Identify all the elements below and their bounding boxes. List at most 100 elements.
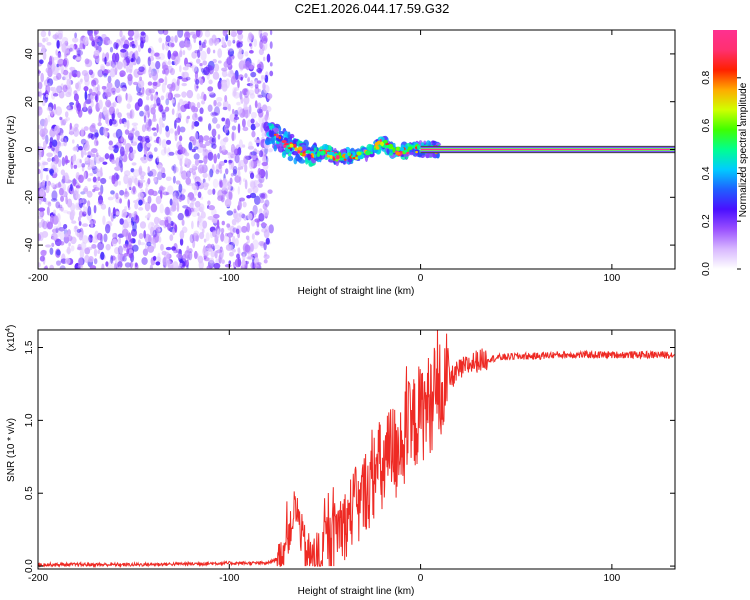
spectrogram-cell bbox=[238, 60, 246, 70]
spectrogram-cell bbox=[227, 49, 231, 56]
spectrogram-cell bbox=[155, 195, 162, 205]
spectrogram-cell bbox=[97, 249, 101, 254]
spectrogram-cell bbox=[130, 141, 138, 146]
spectrogram-cell bbox=[106, 82, 113, 89]
spectrogram-cell bbox=[39, 59, 44, 65]
spectrogram-cell bbox=[95, 180, 101, 191]
spectrogram-cell bbox=[219, 180, 223, 188]
spectrogram-cell bbox=[162, 256, 168, 266]
spectrogram-cell bbox=[207, 86, 214, 92]
spectrogram-cell bbox=[62, 84, 68, 93]
spectrogram-cell bbox=[80, 127, 84, 138]
spectrogram-cell bbox=[247, 256, 254, 260]
spectrogram-cell bbox=[182, 253, 187, 262]
spectrogram-cell bbox=[52, 209, 57, 215]
spectrogram-cell bbox=[181, 91, 187, 98]
spectrogram-cell bbox=[127, 221, 133, 228]
spectrogram-cell bbox=[129, 41, 133, 47]
spectrogram-cell bbox=[261, 133, 267, 137]
spectrogram-cell bbox=[221, 220, 225, 226]
spectrogram-cell bbox=[197, 215, 202, 224]
spectrogram-cell bbox=[58, 204, 63, 209]
spectrogram-cell bbox=[230, 76, 236, 85]
spectrogram-cell bbox=[207, 189, 213, 196]
spectrogram-cell bbox=[181, 71, 185, 79]
spectrogram-cell bbox=[237, 186, 241, 195]
spectrogram-cell bbox=[41, 44, 46, 54]
spectrogram-cell bbox=[181, 82, 188, 87]
spectrogram-cell bbox=[92, 165, 96, 169]
spectrogram-cell bbox=[59, 241, 65, 246]
spectrogram-cell bbox=[38, 233, 42, 241]
spectrogram-cell bbox=[119, 218, 124, 225]
spectrogram-cell bbox=[64, 111, 69, 118]
spectrogram-cell bbox=[58, 90, 65, 99]
colorbar-tick-label: 0.0 bbox=[701, 262, 712, 276]
snr-panel: -200 -100 0 100 0.0 0.5 1.0 1.5 Height of stra… bbox=[5, 325, 676, 597]
spectrogram-cell bbox=[151, 117, 157, 122]
spectrogram-cell bbox=[213, 99, 218, 107]
spectrogram-cell bbox=[246, 195, 252, 199]
spectrogram-cell bbox=[91, 79, 97, 87]
spectrogram-cell bbox=[132, 169, 140, 177]
spectrogram-cell bbox=[179, 262, 183, 267]
spectrogram-cell bbox=[158, 104, 164, 112]
spectrogram-cell bbox=[38, 168, 41, 175]
spectrogram-cell bbox=[56, 213, 61, 222]
spectrogram-cell bbox=[408, 152, 415, 156]
spectrogram-cell bbox=[228, 260, 232, 265]
spectrogram-cell bbox=[82, 211, 87, 217]
spectrogram-cell bbox=[46, 152, 54, 158]
spectrogram-cell bbox=[125, 65, 130, 73]
spectrogram-cell bbox=[226, 57, 232, 68]
snr-x-label: Height of straight line (km) bbox=[298, 586, 415, 597]
spectrogram-cell bbox=[253, 195, 261, 206]
spectrogram-cell bbox=[56, 260, 62, 266]
spectrogram-cell bbox=[222, 106, 228, 111]
spectrogram-cell bbox=[63, 224, 68, 230]
colorbar: 0.0 0.2 0.4 0.6 0.8 Normalized spectral ampl… bbox=[701, 30, 749, 276]
spectrogram-cell bbox=[127, 177, 133, 186]
spectrogram-cell bbox=[77, 47, 81, 57]
spectrogram-cell bbox=[233, 148, 240, 156]
spectrogram-cell bbox=[257, 94, 264, 99]
spectrogram-cell bbox=[75, 56, 82, 61]
spectrogram-cell bbox=[247, 35, 252, 43]
spectrogram-cell bbox=[258, 30, 263, 39]
spectrogram-cell bbox=[101, 33, 107, 39]
spectrogram-cell bbox=[222, 30, 228, 37]
spectrogram-cell bbox=[250, 123, 256, 131]
spectrogram-cell bbox=[46, 41, 52, 46]
spectrogram-cell bbox=[49, 169, 54, 175]
spectrogram-cell bbox=[167, 60, 172, 66]
spectrogram-cell bbox=[250, 111, 257, 119]
spectrogram-cell bbox=[59, 116, 62, 121]
spectrogram-cell bbox=[143, 115, 147, 124]
spectrogram-cell bbox=[149, 136, 153, 142]
spectrogram-cell bbox=[233, 208, 237, 214]
spectrogram-cell bbox=[102, 106, 108, 115]
spectrogram-cell bbox=[180, 165, 183, 175]
colorbar-tick-label: 0.8 bbox=[701, 70, 712, 84]
spectrogram-cell bbox=[45, 67, 51, 74]
spectrogram-cell bbox=[133, 68, 140, 78]
spectrogram-cell bbox=[55, 106, 63, 116]
spectrogram-cell bbox=[55, 227, 59, 234]
spectrogram-cell bbox=[256, 80, 262, 84]
spectrogram-cell bbox=[120, 136, 124, 143]
spectrogram-cell bbox=[105, 69, 111, 74]
spectrogram-cell bbox=[52, 93, 59, 97]
spectrogram-cell bbox=[150, 49, 155, 57]
colorbar-label: Normalized spectral amplitude bbox=[738, 82, 749, 217]
spectrogram-cell bbox=[220, 138, 227, 147]
spectrogram-cell bbox=[258, 150, 264, 158]
spectrogram-cell bbox=[49, 128, 56, 138]
spectrogram-cell bbox=[128, 68, 133, 74]
spectrogram-cell bbox=[118, 237, 122, 245]
spectrogram-cell bbox=[196, 220, 200, 228]
spectrogram-cell bbox=[123, 243, 129, 249]
spectrogram-cell bbox=[42, 140, 47, 150]
spectrogram-cell bbox=[137, 98, 143, 107]
spectrogram-cell bbox=[105, 61, 111, 67]
